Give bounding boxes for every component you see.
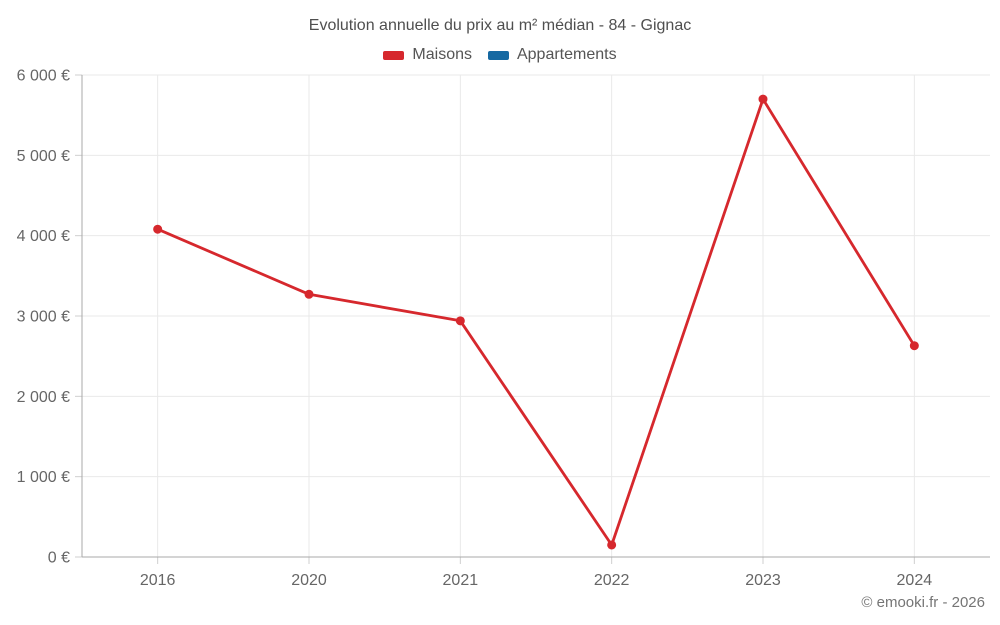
chart-title: Evolution annuelle du prix au m² médian … xyxy=(308,17,692,34)
data-point-maisons xyxy=(304,289,314,299)
legend-label-maisons: Maisons xyxy=(412,46,472,63)
y-axis-tick-label: 5 000 € xyxy=(17,148,70,165)
data-point-maisons xyxy=(455,316,465,326)
y-axis-tick-label: 6 000 € xyxy=(17,68,70,85)
data-point-maisons xyxy=(758,94,768,104)
y-axis-tick-label: 4 000 € xyxy=(17,228,70,245)
y-axis-tick-label: 0 € xyxy=(48,550,70,567)
data-point-maisons xyxy=(607,540,617,550)
data-point-maisons xyxy=(909,341,919,351)
x-axis-tick-label: 2020 xyxy=(291,572,327,589)
y-axis-tick-label: 2 000 € xyxy=(17,389,70,406)
x-axis-tick-label: 2023 xyxy=(745,572,781,589)
x-axis-tick-label: 2024 xyxy=(897,572,933,589)
chart-legend: Maisons Appartements xyxy=(0,46,1000,64)
series-line-maisons xyxy=(156,97,916,547)
x-axis-tick-label: 2022 xyxy=(594,572,630,589)
data-point-maisons xyxy=(153,224,163,234)
legend-label-appartements: Appartements xyxy=(516,46,617,63)
copyright-credit: © emooki.fr - 2026 xyxy=(861,594,985,611)
maisons-series-swatch-icon xyxy=(383,50,405,60)
x-axis-tick-label: 2016 xyxy=(140,572,176,589)
legend-item-appartements[interactable]: Appartements xyxy=(487,46,617,64)
legend-item-maisons[interactable]: Maisons xyxy=(383,46,472,64)
y-axis-tick-label: 3 000 € xyxy=(17,309,70,326)
y-axis-tick-label: 1 000 € xyxy=(17,469,70,486)
appartements-series-swatch-icon xyxy=(487,50,509,60)
x-axis-tick-label: 2021 xyxy=(443,572,479,589)
